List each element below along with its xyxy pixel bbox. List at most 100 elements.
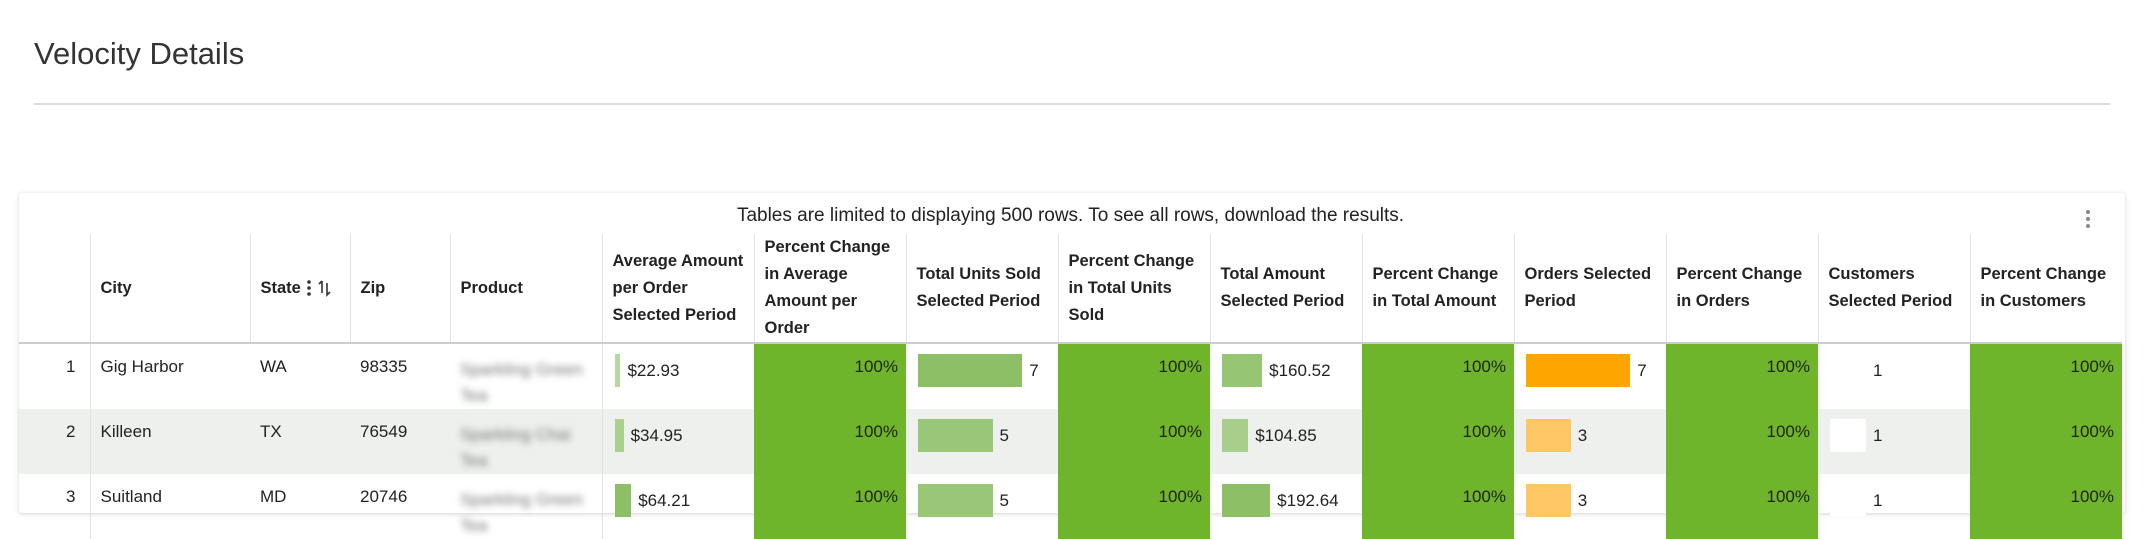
percent-fill: 100% <box>1666 474 1818 539</box>
table-cell: 100% <box>1666 343 1818 409</box>
cell-text: 1 <box>66 357 76 376</box>
table-cell: 1 <box>19 343 90 409</box>
column-header-text: Total Units Sold Selected Period <box>916 265 1041 310</box>
bar-label: 5 <box>999 425 1009 445</box>
bar-cell: 3 <box>1514 409 1666 452</box>
table-cell: 98335 <box>350 343 450 409</box>
bar-label: $64.21 <box>638 490 691 510</box>
column-header: Percent Change in Orders <box>1665 234 1818 344</box>
data-bar <box>1526 354 1631 387</box>
column-header-text: Percent Change in Average Amount per Ord… <box>764 238 891 337</box>
bar-label: 1 <box>1873 360 1883 380</box>
cell-text: 3 <box>66 487 76 506</box>
table-cell: 20746 <box>350 474 450 539</box>
bar-label: 5 <box>999 490 1009 510</box>
data-bar <box>1526 484 1571 517</box>
table-cell: 100% <box>1362 343 1514 409</box>
cell-text: Killeen <box>100 422 152 441</box>
table-cell: $160.52 <box>1210 343 1362 409</box>
percent-fill: 100% <box>1058 409 1210 474</box>
bar-label: $104.85 <box>1255 425 1317 445</box>
table-cell: WA <box>250 343 350 409</box>
page-title: Velocity Details <box>34 36 245 71</box>
bar-cell: 5 <box>906 474 1058 517</box>
percent-fill: 100% <box>754 474 906 539</box>
bar-cell: $104.85 <box>1210 409 1362 452</box>
percent-fill: 100% <box>1970 409 2122 474</box>
table-cell: MD <box>250 474 350 539</box>
table-cell: 100% <box>1666 409 1818 474</box>
table-cell: 2 <box>19 409 90 474</box>
velocity-table: City State Zip Product Average Amount per Or… <box>19 234 2122 539</box>
data-bar <box>1222 354 1263 387</box>
table-cell: 3 <box>1514 409 1666 474</box>
table-cell: 7 <box>1514 343 1666 409</box>
percent-label: 100% <box>1158 422 1202 441</box>
cell-text: WA <box>260 357 287 376</box>
data-bar <box>614 354 621 387</box>
column-header: State <box>249 234 350 344</box>
table-cell: 100% <box>1362 474 1514 539</box>
product-name: Sparkling Chai Tea <box>460 425 571 470</box>
table-cell: 1 <box>1818 474 1970 539</box>
table-row: 2 Killeen TX 76549 Sparkling Chai Tea $34.95 1… <box>19 409 2122 474</box>
bar-label: 1 <box>1873 490 1883 510</box>
bar-label: 7 <box>1029 360 1039 380</box>
percent-label: 100% <box>854 487 898 506</box>
table-cell: 100% <box>1058 409 1210 474</box>
cell-text: Gig Harbor <box>100 357 184 376</box>
cell-text: Suitland <box>100 487 162 506</box>
cell-text: 20746 <box>360 487 408 506</box>
column-header: City <box>89 234 250 344</box>
cell-text: 76549 <box>360 422 408 441</box>
column-header: Total Units Sold Selected Period <box>905 234 1058 344</box>
table-cell: 1 <box>1818 343 1970 409</box>
table-cell: 100% <box>1666 474 1818 539</box>
percent-label: 100% <box>1462 422 1506 441</box>
data-bar <box>918 484 993 517</box>
table-cell: $22.93 <box>602 343 754 409</box>
column-header-text: City <box>100 278 132 297</box>
header-row: City State Zip Product Average Amount per Or… <box>19 234 2122 344</box>
bar-label: 3 <box>1577 425 1588 445</box>
percent-fill: 100% <box>1362 344 1514 409</box>
table-cell: Sparkling Green Tea <box>450 474 603 539</box>
percent-label: 100% <box>1766 487 1810 506</box>
column-header: Total Amount Selected Period <box>1209 234 1362 344</box>
percent-fill: 100% <box>1362 474 1514 539</box>
bar-cell: $34.95 <box>603 409 755 452</box>
column-header: Percent Change in Total Amount <box>1361 234 1514 344</box>
percent-label: 100% <box>1462 357 1506 376</box>
bar-cell: 1 <box>1818 344 1970 387</box>
column-header: Customers Selected Period <box>1817 234 1970 344</box>
percent-label: 100% <box>2070 357 2114 376</box>
table-cell: $104.85 <box>1210 409 1362 474</box>
table-row: 3 Suitland MD 20746 Sparkling Green Tea $64.2… <box>19 474 2122 539</box>
column-header-text: Total Amount Selected Period <box>1220 265 1345 310</box>
bar-label: $192.64 <box>1277 490 1339 510</box>
column-header: Percent Change in Average Amount per Ord… <box>753 234 906 344</box>
menu-button[interactable] <box>2085 209 2091 229</box>
table-cell: Gig Harbor <box>89 343 250 409</box>
cell-text: 2 <box>66 422 76 441</box>
column-header: Product <box>449 234 602 344</box>
table-cell: 3 <box>19 474 90 539</box>
column-header: Average Amount per Order Selected Period <box>601 234 754 344</box>
percent-label: 100% <box>2070 487 2114 506</box>
bar-label: 3 <box>1577 490 1588 510</box>
bar-cell: 5 <box>906 409 1058 452</box>
data-bar <box>614 419 624 452</box>
table-cell: 3 <box>1514 474 1666 539</box>
table-cell: Sparkling Green Tea <box>450 343 603 409</box>
bar-cell: 7 <box>1514 344 1666 387</box>
table-cell: $192.64 <box>1210 474 1362 539</box>
column-header-text: Percent Change in Total Units Sold <box>1068 251 1195 324</box>
data-bar <box>1222 419 1249 452</box>
bar-label: $160.52 <box>1269 360 1331 380</box>
product-name: Sparkling Green Tea <box>460 360 583 405</box>
bar-label: $22.93 <box>627 360 680 380</box>
data-bar <box>614 484 632 517</box>
column-menu[interactable] <box>305 279 333 298</box>
table-cell: 7 <box>906 343 1058 409</box>
percent-fill: 100% <box>1666 409 1818 474</box>
